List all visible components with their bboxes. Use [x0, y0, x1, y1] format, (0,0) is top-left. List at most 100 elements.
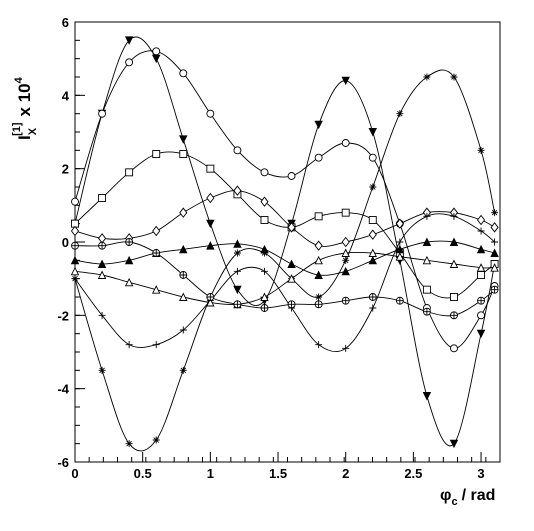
x-tick-label: 3: [477, 466, 484, 481]
marker: [423, 73, 431, 81]
series-line: [74, 50, 495, 349]
marker: [125, 168, 134, 177]
marker: [124, 255, 134, 265]
marker: [179, 244, 188, 254]
marker: [476, 214, 486, 226]
marker: [369, 183, 377, 191]
marker: [125, 341, 133, 349]
marker: [490, 263, 499, 272]
y-label-mult: x 10: [15, 83, 34, 116]
marker: [450, 344, 458, 353]
y-tick-label: -6: [57, 455, 69, 470]
marker: [233, 185, 242, 196]
x-tick-label: 1: [207, 466, 214, 481]
marker: [98, 233, 107, 244]
marker: [342, 344, 350, 352]
marker: [422, 255, 432, 265]
plot-frame: [74, 21, 501, 463]
marker: [260, 196, 269, 207]
marker: [368, 248, 377, 257]
marker: [450, 212, 458, 220]
marker: [152, 249, 161, 257]
marker: [369, 304, 377, 312]
x-axis-label: φc / rad: [440, 487, 495, 508]
x-label-base: φ: [440, 487, 451, 504]
marker: [98, 194, 107, 202]
marker: [152, 225, 161, 237]
marker: [287, 222, 296, 233]
marker: [342, 256, 350, 264]
y-label-sup: [1]: [11, 122, 23, 136]
marker: [206, 164, 215, 173]
marker: [341, 248, 350, 257]
marker: [124, 36, 134, 45]
marker: [422, 237, 432, 246]
marker: [341, 296, 350, 305]
marker: [98, 311, 106, 319]
marker: [314, 300, 323, 309]
marker: [233, 267, 241, 275]
marker: [314, 270, 323, 279]
marker: [314, 212, 323, 221]
marker: [151, 285, 161, 294]
marker: [98, 109, 107, 118]
marker: [260, 304, 269, 312]
series-line: [74, 213, 495, 353]
marker: [476, 263, 486, 272]
y-tick-label: -4: [57, 382, 69, 397]
x-tick-label: 1.5: [269, 466, 287, 481]
y-label-base: I: [15, 135, 34, 140]
marker: [422, 307, 431, 316]
marker: [124, 277, 134, 287]
marker: [233, 285, 242, 295]
marker: [206, 293, 215, 301]
marker: [179, 207, 188, 218]
marker: [260, 168, 269, 177]
y-label-exp: 4: [13, 76, 25, 83]
marker: [422, 392, 432, 401]
x-tick-label: 0: [71, 466, 78, 481]
marker: [314, 240, 323, 251]
marker: [152, 150, 161, 158]
marker: [97, 270, 107, 279]
marker: [260, 216, 269, 224]
marker: [287, 300, 296, 309]
marker: [206, 219, 215, 229]
marker: [98, 241, 107, 250]
marker: [287, 172, 296, 180]
marker: [260, 267, 268, 275]
marker: [490, 285, 499, 294]
x-label-sub: c: [451, 496, 457, 508]
marker: [396, 110, 404, 118]
marker: [206, 192, 215, 204]
marker: [491, 238, 499, 246]
marker: [287, 274, 296, 283]
marker: [368, 153, 377, 162]
marker: [179, 69, 188, 78]
marker: [71, 275, 79, 283]
marker: [70, 266, 80, 276]
marker: [233, 146, 242, 155]
marker: [395, 252, 405, 261]
marker: [206, 241, 215, 250]
x-label-rest: / rad: [462, 487, 496, 504]
marker: [233, 239, 242, 248]
marker: [368, 128, 377, 137]
marker: [206, 297, 215, 307]
marker: [449, 259, 459, 268]
series-line: [74, 190, 495, 247]
marker: [476, 244, 486, 254]
marker: [449, 439, 459, 449]
marker: [179, 150, 188, 158]
marker: [477, 311, 486, 320]
marker: [368, 229, 377, 240]
x-tick-label: 0.5: [134, 466, 152, 481]
marker: [206, 109, 215, 118]
marker: [70, 255, 80, 265]
marker: [423, 212, 431, 220]
marker: [233, 249, 241, 257]
marker: [477, 271, 486, 279]
marker: [125, 440, 133, 448]
marker: [341, 266, 350, 276]
marker: [97, 259, 107, 268]
